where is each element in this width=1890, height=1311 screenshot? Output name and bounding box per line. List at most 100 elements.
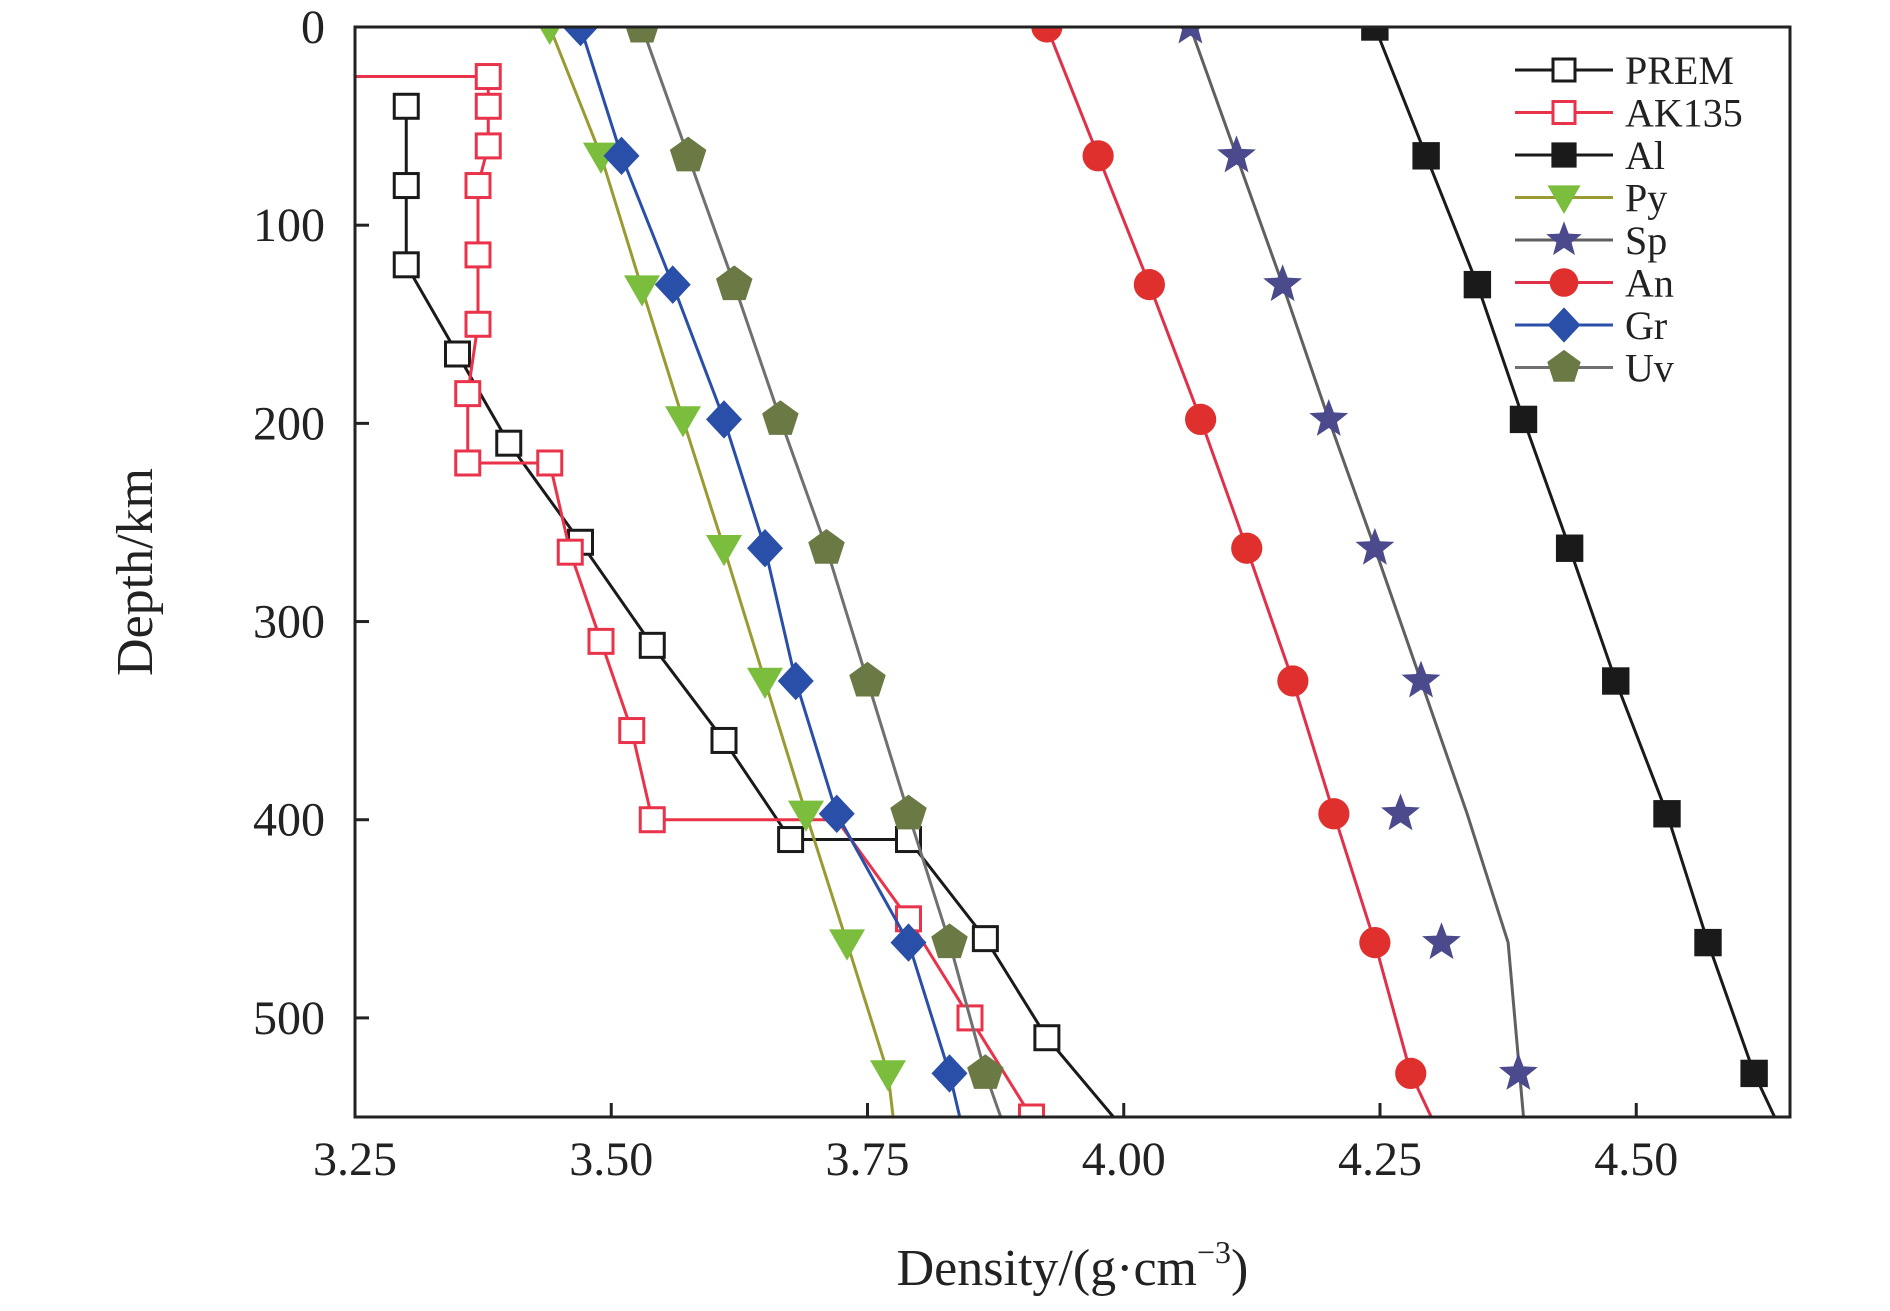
x-axis-title-close: ) <box>1231 1240 1248 1297</box>
legend-label: Sp <box>1625 218 1667 263</box>
data-point-ak135 <box>464 310 492 338</box>
legend-marker-al <box>1551 142 1577 168</box>
data-point-ak135 <box>587 627 615 655</box>
data-point-py <box>706 535 742 567</box>
data-point-prem <box>495 429 523 457</box>
x-tick-label: 4.50 <box>1594 1133 1678 1186</box>
data-point-an <box>1231 532 1263 564</box>
legend-item-an: An <box>1515 261 1674 306</box>
data-point-gr <box>818 794 855 833</box>
data-point-gr <box>654 265 691 304</box>
legend-label: Uv <box>1625 346 1674 391</box>
series-sp <box>1178 27 1538 1117</box>
data-point-ak135 <box>556 538 584 566</box>
data-point-ak135 <box>638 806 666 834</box>
legend-marker-py <box>1547 185 1581 214</box>
data-point-uv <box>715 265 753 301</box>
x-tick-label: 3.75 <box>826 1133 910 1186</box>
y-tick-label: 500 <box>253 992 325 1045</box>
y-tick-label: 0 <box>301 1 325 54</box>
data-point-py <box>539 27 561 45</box>
data-point-prem <box>444 340 471 368</box>
legend-label: An <box>1625 261 1674 306</box>
data-point-sp <box>1217 135 1256 173</box>
data-point-al <box>1412 142 1440 170</box>
y-tick-label: 100 <box>253 199 325 252</box>
series-line-gr <box>579 27 962 1117</box>
data-point-py <box>665 406 701 438</box>
series-py <box>539 27 906 1117</box>
data-point-uv <box>931 923 968 959</box>
data-point-sp <box>1498 1053 1538 1090</box>
data-point-sp <box>1309 399 1349 436</box>
x-axis-title-main: Density/(g·cm <box>897 1240 1197 1297</box>
x-axis-title-exponent: −3 <box>1197 1234 1231 1270</box>
y-axis-title: Depth/km <box>107 468 164 676</box>
data-point-sp <box>1422 922 1461 960</box>
data-point-an <box>1359 927 1391 959</box>
data-point-al <box>1653 800 1681 828</box>
data-point-sp <box>1178 27 1203 44</box>
data-point-gr <box>931 1054 968 1093</box>
data-point-prem <box>392 251 420 279</box>
series-line-ak135 <box>355 75 1033 1117</box>
data-point-gr <box>562 27 599 47</box>
series-prem <box>392 92 1115 1117</box>
data-point-py <box>870 1060 906 1092</box>
legend-marker-prem <box>1551 57 1577 83</box>
data-point-py <box>829 929 865 961</box>
series-uv <box>625 27 1004 1117</box>
x-axis-title: Density/(g·cm−3) <box>897 1234 1249 1297</box>
data-point-uv <box>890 794 927 830</box>
data-point-prem <box>392 92 420 120</box>
data-point-sp <box>1401 660 1441 698</box>
data-point-an <box>1133 269 1165 301</box>
data-point-prem <box>710 726 738 754</box>
data-point-an <box>1031 27 1063 43</box>
data-point-an <box>1082 140 1114 172</box>
data-point-gr <box>706 400 742 439</box>
data-point-ak135 <box>1018 1103 1045 1117</box>
series-al <box>1361 27 1776 1117</box>
data-point-sp <box>1381 793 1420 831</box>
x-tick-label: 3.25 <box>313 1133 397 1186</box>
data-point-prem <box>392 172 420 200</box>
data-point-prem <box>1033 1024 1061 1052</box>
legend-label: PREM <box>1625 48 1734 93</box>
data-point-uv <box>967 1054 1004 1089</box>
y-axis: 0 100 200 300 400 500 <box>253 1 369 1045</box>
series-ak135 <box>355 63 1045 1117</box>
data-point-gr <box>890 923 927 962</box>
legend-marker-gr <box>1547 307 1581 343</box>
data-point-py <box>624 275 660 307</box>
data-point-ak135 <box>464 241 492 269</box>
legend-item-py: Py <box>1515 176 1667 221</box>
data-point-an <box>1277 665 1309 697</box>
data-point-ak135 <box>618 717 646 745</box>
data-point-gr <box>747 529 783 568</box>
data-point-an <box>1185 403 1217 435</box>
plot-area: 3.25 3.50 3.75 4.00 4.25 4.50 0 100 200 300 400 50… <box>253 1 1792 1186</box>
x-tick-label: 4.25 <box>1338 1133 1422 1186</box>
plot-frame <box>353 25 1792 1119</box>
data-point-prem <box>971 925 999 953</box>
data-point-gr <box>777 661 814 701</box>
legend-item-al: Al <box>1515 133 1665 178</box>
x-axis: 3.25 3.50 3.75 4.00 4.25 4.50 <box>313 1103 1678 1186</box>
y-tick-label: 400 <box>253 794 325 847</box>
series-line-sp <box>1188 27 1525 1117</box>
data-point-py <box>747 667 783 699</box>
legend-marker-ak135 <box>1551 100 1577 125</box>
legend-label: Al <box>1625 133 1665 178</box>
data-point-al <box>1602 667 1630 695</box>
data-point-ak135 <box>454 380 482 408</box>
data-point-uv <box>808 529 845 564</box>
data-point-al <box>1361 27 1389 41</box>
data-point-al <box>1555 534 1584 562</box>
legend-marker-uv <box>1547 349 1581 382</box>
data-point-ak135 <box>464 172 492 200</box>
data-point-al <box>1463 270 1492 299</box>
data-point-prem <box>638 631 666 659</box>
legend-label: AK135 <box>1625 91 1743 136</box>
